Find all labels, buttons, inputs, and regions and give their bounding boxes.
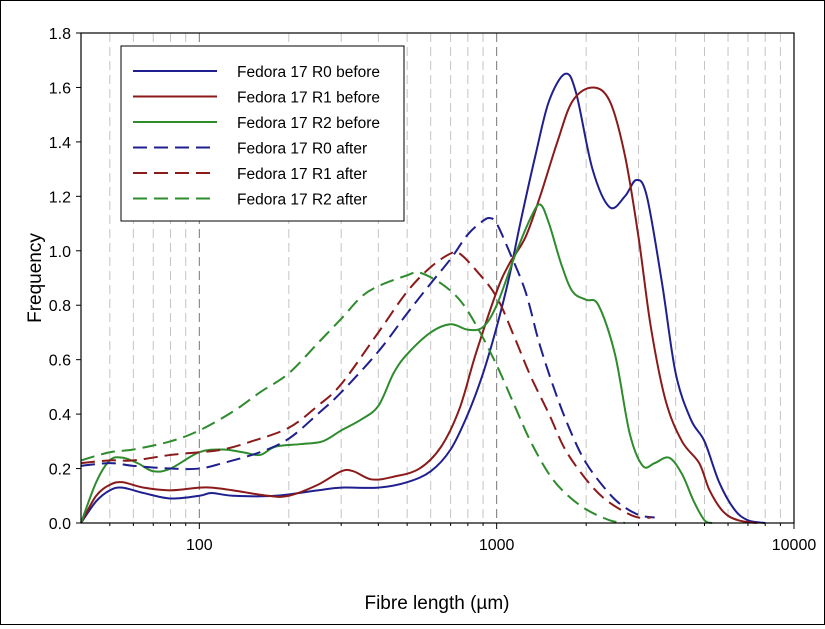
legend-label-fedora-17-r0-after: Fedora 17 R0 after [237,141,367,158]
series-line-fedora-17-r2-before [80,203,713,524]
x-axis: 100 1000 10000 [109,523,817,554]
x-tick-label: 10000 [772,537,817,554]
y-tick-label: 1.0 [49,244,71,261]
legend-label-fedora-17-r1-after: Fedora 17 R1 after [237,166,367,183]
legend-label-fedora-17-r1-before: Fedora 17 R1 before [237,90,380,107]
series-line-fedora-17-r0-before [80,72,766,524]
plot-border [80,32,795,524]
y-tick-label: 0.4 [49,407,71,424]
series-line-fedora-17-r1-before [80,86,757,524]
legend-label-fedora-17-r2-after: Fedora 17 R2 after [237,192,367,209]
legend: Fedora 17 R0 before Fedora 17 R1 before Fe… [120,45,405,222]
series-line-fedora-17-r1-after [80,250,651,519]
series-line-fedora-17-r2-after [80,271,626,524]
x-axis-label: Fibre length (µm) [364,593,509,614]
legend-label-fedora-17-r2-before: Fedora 17 R2 before [237,115,380,132]
x-tick-label: 100 [186,537,213,554]
y-tick-label: 1.4 [49,135,71,152]
x-tick-label: 1000 [479,537,515,554]
legend-label-fedora-17-r0-before: Fedora 17 R0 before [237,64,380,81]
y-tick-label: 0.0 [49,516,71,533]
y-tick-label: 0.2 [49,462,71,479]
y-tick-label: 0.6 [49,353,71,370]
series-line-fedora-17-r0-after [80,216,655,519]
y-axis: 0.0 0.2 0.4 0.6 0.8 1.0 1.2 1.4 1.6 1.8 [49,26,81,533]
y-tick-label: 1.6 [49,80,71,97]
y-tick-label: 1.8 [49,26,71,43]
y-tick-label: 0.8 [49,298,71,315]
series-layer [80,72,766,524]
y-tick-label: 1.2 [49,189,71,206]
vertical-gridlines [109,33,781,523]
y-axis-label: Frequency [25,233,46,323]
legend-box [120,45,405,222]
